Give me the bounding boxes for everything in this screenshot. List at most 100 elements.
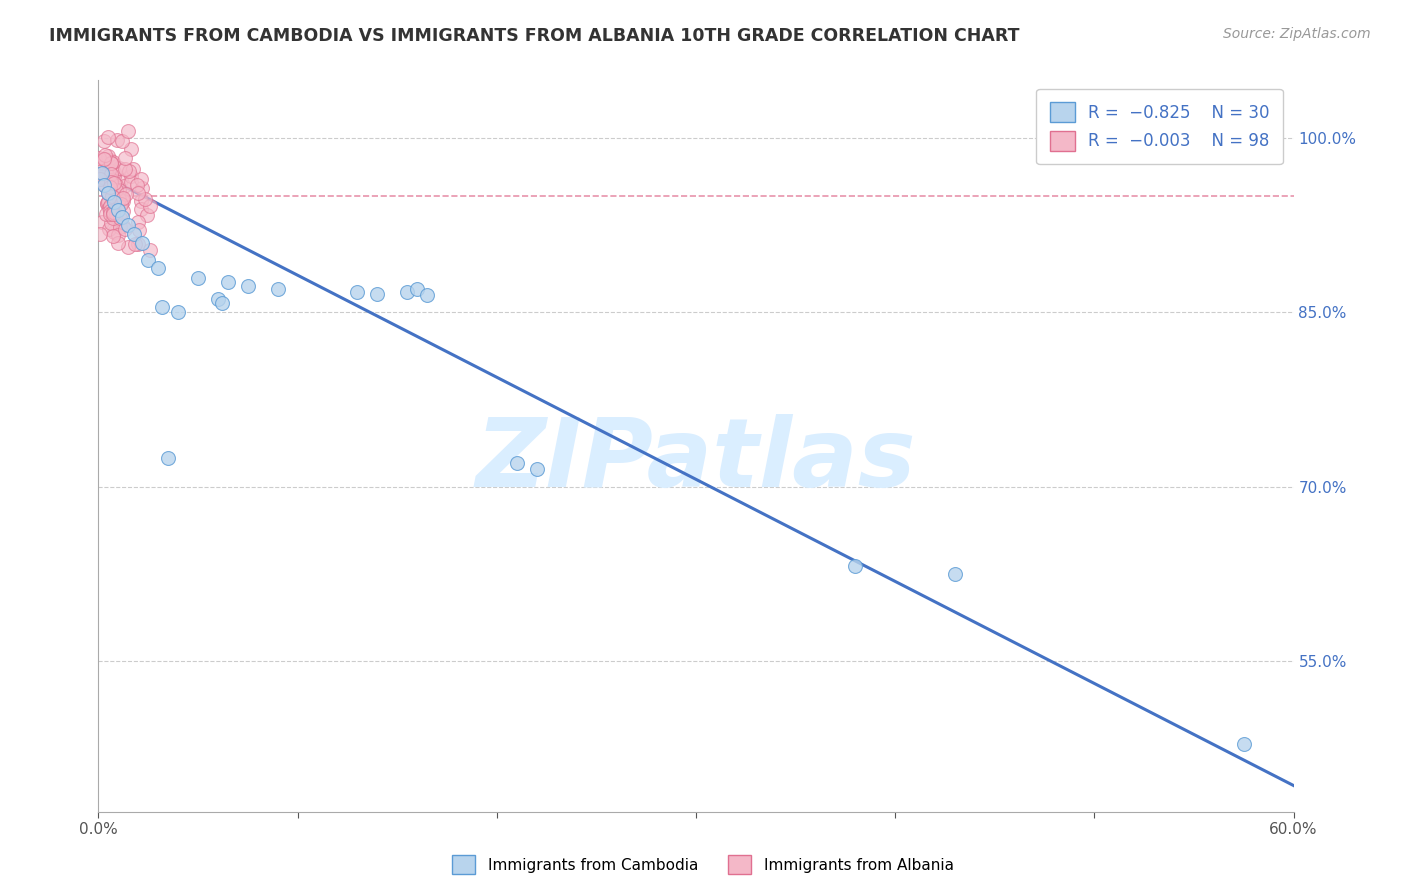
- Point: [94, 207, 117, 221]
- Point: [131, 181, 153, 195]
- Point: [98, 222, 121, 236]
- Point: [94, 167, 117, 181]
- Point: [844, 558, 866, 573]
- Point: [89, 172, 111, 186]
- Point: [211, 296, 233, 310]
- Text: ZIPatlas: ZIPatlas: [475, 414, 917, 508]
- Point: [110, 219, 132, 234]
- Point: [117, 164, 139, 178]
- Point: [114, 151, 136, 165]
- Point: [98, 175, 121, 189]
- Point: [127, 214, 149, 228]
- Point: [100, 155, 122, 169]
- Point: [148, 261, 170, 276]
- Point: [103, 176, 125, 190]
- Point: [117, 240, 139, 254]
- Point: [100, 167, 122, 181]
- Point: [127, 178, 149, 192]
- Point: [120, 169, 142, 184]
- Point: [94, 179, 117, 194]
- Point: [107, 203, 129, 218]
- Point: [104, 209, 127, 223]
- Point: [346, 285, 368, 299]
- Point: [91, 155, 114, 169]
- Point: [101, 211, 124, 225]
- Point: [97, 202, 120, 216]
- Point: [98, 163, 121, 178]
- Point: [114, 162, 136, 177]
- Point: [108, 161, 131, 175]
- Point: [110, 172, 132, 186]
- Text: Source: ZipAtlas.com: Source: ZipAtlas.com: [1223, 27, 1371, 41]
- Point: [112, 179, 135, 194]
- Point: [112, 191, 135, 205]
- Point: [136, 253, 159, 268]
- Point: [89, 227, 111, 241]
- Point: [128, 223, 150, 237]
- Point: [112, 219, 135, 234]
- Point: [207, 292, 229, 306]
- Point: [217, 275, 239, 289]
- Point: [103, 165, 125, 179]
- Point: [127, 186, 149, 201]
- Point: [93, 178, 115, 192]
- Point: [90, 167, 112, 181]
- Point: [107, 228, 129, 243]
- Point: [111, 211, 134, 225]
- Point: [89, 151, 111, 165]
- Point: [120, 142, 142, 156]
- Point: [110, 197, 132, 211]
- Point: [100, 156, 122, 170]
- Point: [236, 278, 259, 293]
- Point: [111, 194, 134, 208]
- Point: [406, 282, 429, 296]
- Point: [100, 173, 122, 187]
- Point: [107, 183, 129, 197]
- Point: [97, 186, 120, 200]
- Point: [167, 305, 190, 319]
- Point: [90, 172, 112, 186]
- Point: [124, 227, 146, 241]
- Point: [101, 189, 124, 203]
- Point: [91, 169, 114, 184]
- Point: [124, 237, 146, 252]
- Point: [103, 195, 125, 210]
- Point: [416, 288, 439, 302]
- Point: [129, 202, 152, 217]
- Point: [103, 207, 125, 221]
- Point: [96, 197, 118, 211]
- Point: [91, 166, 114, 180]
- Point: [366, 286, 388, 301]
- Point: [97, 129, 120, 144]
- Legend: R =  −0.825    N = 30, R =  −0.003    N = 98: R = −0.825 N = 30, R = −0.003 N = 98: [1036, 88, 1282, 164]
- Point: [104, 199, 127, 213]
- Point: [943, 566, 966, 581]
- Point: [135, 208, 157, 222]
- Point: [131, 235, 153, 250]
- Point: [117, 123, 139, 137]
- Point: [93, 152, 115, 166]
- Point: [98, 207, 121, 221]
- Point: [100, 200, 122, 214]
- Point: [114, 222, 136, 236]
- Point: [111, 192, 134, 206]
- Point: [97, 148, 120, 162]
- Point: [150, 300, 173, 314]
- Point: [129, 194, 152, 208]
- Point: [108, 211, 131, 225]
- Point: [139, 243, 162, 257]
- Point: [267, 282, 290, 296]
- Point: [187, 270, 209, 285]
- Point: [100, 175, 122, 189]
- Point: [526, 462, 548, 476]
- Point: [115, 187, 138, 202]
- Point: [98, 203, 121, 218]
- Point: [100, 153, 122, 167]
- Point: [90, 169, 112, 184]
- Point: [112, 204, 135, 219]
- Point: [101, 155, 124, 169]
- Point: [396, 285, 419, 299]
- Text: IMMIGRANTS FROM CAMBODIA VS IMMIGRANTS FROM ALBANIA 10TH GRADE CORRELATION CHART: IMMIGRANTS FROM CAMBODIA VS IMMIGRANTS F…: [49, 27, 1019, 45]
- Point: [94, 152, 117, 166]
- Point: [105, 133, 128, 147]
